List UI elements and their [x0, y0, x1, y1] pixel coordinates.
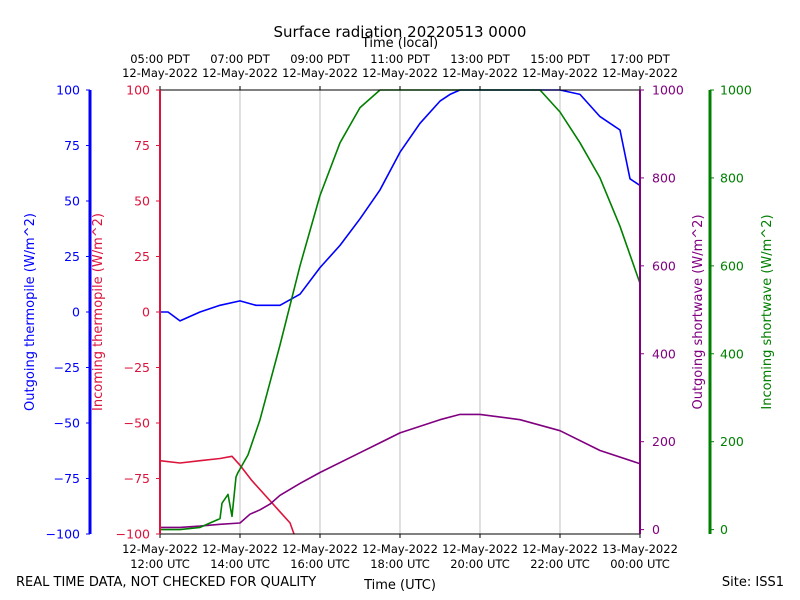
x-top-tick-label-date: 12-May-2022 [522, 66, 598, 80]
outgoing-thermopile-tick-label: 100 [56, 83, 80, 98]
x-top-tick-label-date: 12-May-2022 [602, 66, 678, 80]
outgoing-thermopile-tick-label: −50 [54, 416, 80, 431]
incoming-thermopile-tick-label: 0 [142, 305, 150, 320]
series-incoming-shortwave [160, 89, 641, 531]
x-top-tick-label-date: 12-May-2022 [442, 66, 518, 80]
x-tick-label-date: 12-May-2022 [282, 542, 358, 556]
x-tick-label-utc: 18:00 UTC [370, 557, 430, 571]
incoming-thermopile-tick-label: −25 [124, 360, 150, 375]
x-tick-label-date: 12-May-2022 [122, 542, 198, 556]
x-tick-label-date: 12-May-2022 [442, 542, 518, 556]
incoming-shortwave-tick-label: 1000 [720, 83, 752, 98]
x-tick-label-utc: 16:00 UTC [290, 557, 350, 571]
series-layer [159, 89, 641, 535]
x-top-tick-label-time: 13:00 PDT [450, 52, 511, 66]
x-tick-label-date: 12-May-2022 [202, 542, 278, 556]
x-top-tick-label-time: 17:00 PDT [610, 52, 671, 66]
quality-disclaimer: REAL TIME DATA, NOT CHECKED FOR QUALITY [16, 575, 317, 590]
x-tick-label-utc: 12:00 UTC [130, 557, 190, 571]
incoming-thermopile-tick-label: 50 [134, 194, 150, 209]
outgoing-shortwave-tick-label: 200 [652, 434, 676, 449]
incoming-shortwave-tick-label: 0 [720, 522, 728, 537]
series-outgoing-shortwave [160, 413, 641, 529]
outgoing-thermopile-axis-title: Outgoing thermopile (W/m^2) [23, 213, 38, 411]
series-incoming-thermopile [159, 455, 295, 535]
x-tick-label-date: 13-May-2022 [602, 542, 678, 556]
outgoing-thermopile-tick-label: −25 [54, 360, 80, 375]
outgoing-shortwave-tick-label: 0 [652, 522, 660, 537]
x-tick-label-utc: 14:00 UTC [210, 557, 270, 571]
x-tick-label-utc: 00:00 UTC [610, 557, 670, 571]
x-tick-label-date: 12-May-2022 [522, 542, 598, 556]
outgoing-shortwave-tick-label: 800 [652, 170, 676, 185]
incoming-shortwave-tick-label: 600 [720, 258, 744, 273]
x-top-tick-label-date: 12-May-2022 [202, 66, 278, 80]
x-top-tick-label-time: 11:00 PDT [370, 52, 431, 66]
incoming-thermopile-tick-label: 75 [134, 138, 150, 153]
x-top-tick-label-time: 15:00 PDT [530, 52, 591, 66]
x-top-tick-label-date: 12-May-2022 [282, 66, 358, 80]
x-top-tick-label-time: 07:00 PDT [210, 52, 271, 66]
incoming-thermopile-tick-label: −50 [124, 416, 150, 431]
incoming-shortwave-tick-label: 200 [720, 434, 744, 449]
chart-title: Surface radiation 20220513 0000 [274, 23, 527, 41]
outgoing-thermopile-tick-label: 50 [64, 194, 80, 209]
outgoing-shortwave-axis-title: Outgoing shortwave (W/m^2) [691, 214, 706, 409]
incoming-thermopile-tick-label: 25 [134, 249, 150, 264]
outgoing-thermopile-tick-label: −100 [46, 527, 80, 542]
outgoing-thermopile-tick-label: 25 [64, 249, 80, 264]
incoming-shortwave-tick-label: 800 [720, 170, 744, 185]
site-label: Site: ISS1 [721, 575, 784, 590]
outgoing-thermopile-tick-label: 75 [64, 138, 80, 153]
incoming-shortwave-axis-title: Incoming shortwave (W/m^2) [760, 214, 775, 409]
x-top-tick-label-date: 12-May-2022 [122, 66, 198, 80]
top-axis-label: Time (local) [361, 36, 438, 51]
series-outgoing-thermopile [160, 89, 641, 322]
outgoing-shortwave-tick-label: 1000 [652, 83, 684, 98]
x-tick-label-utc: 20:00 UTC [450, 557, 510, 571]
incoming-shortwave-tick-label: 400 [720, 346, 744, 361]
outgoing-thermopile-tick-label: 0 [72, 305, 80, 320]
x-top-tick-label-date: 12-May-2022 [362, 66, 438, 80]
incoming-thermopile-tick-label: −75 [124, 471, 150, 486]
x-tick-label-date: 12-May-2022 [362, 542, 438, 556]
incoming-thermopile-axis-title: Incoming thermopile (W/m^2) [91, 213, 106, 411]
outgoing-thermopile-tick-label: −75 [54, 471, 80, 486]
outgoing-shortwave-tick-label: 600 [652, 258, 676, 273]
x-tick-label-utc: 22:00 UTC [530, 557, 590, 571]
x-axis-label: Time (UTC) [363, 578, 436, 593]
incoming-thermopile-tick-label: 100 [126, 83, 150, 98]
incoming-thermopile-tick-label: −100 [116, 527, 150, 542]
x-top-tick-label-time: 09:00 PDT [290, 52, 351, 66]
outgoing-shortwave-tick-label: 400 [652, 346, 676, 361]
x-top-tick-label-time: 05:00 PDT [130, 52, 191, 66]
grid-lines [239, 90, 561, 534]
